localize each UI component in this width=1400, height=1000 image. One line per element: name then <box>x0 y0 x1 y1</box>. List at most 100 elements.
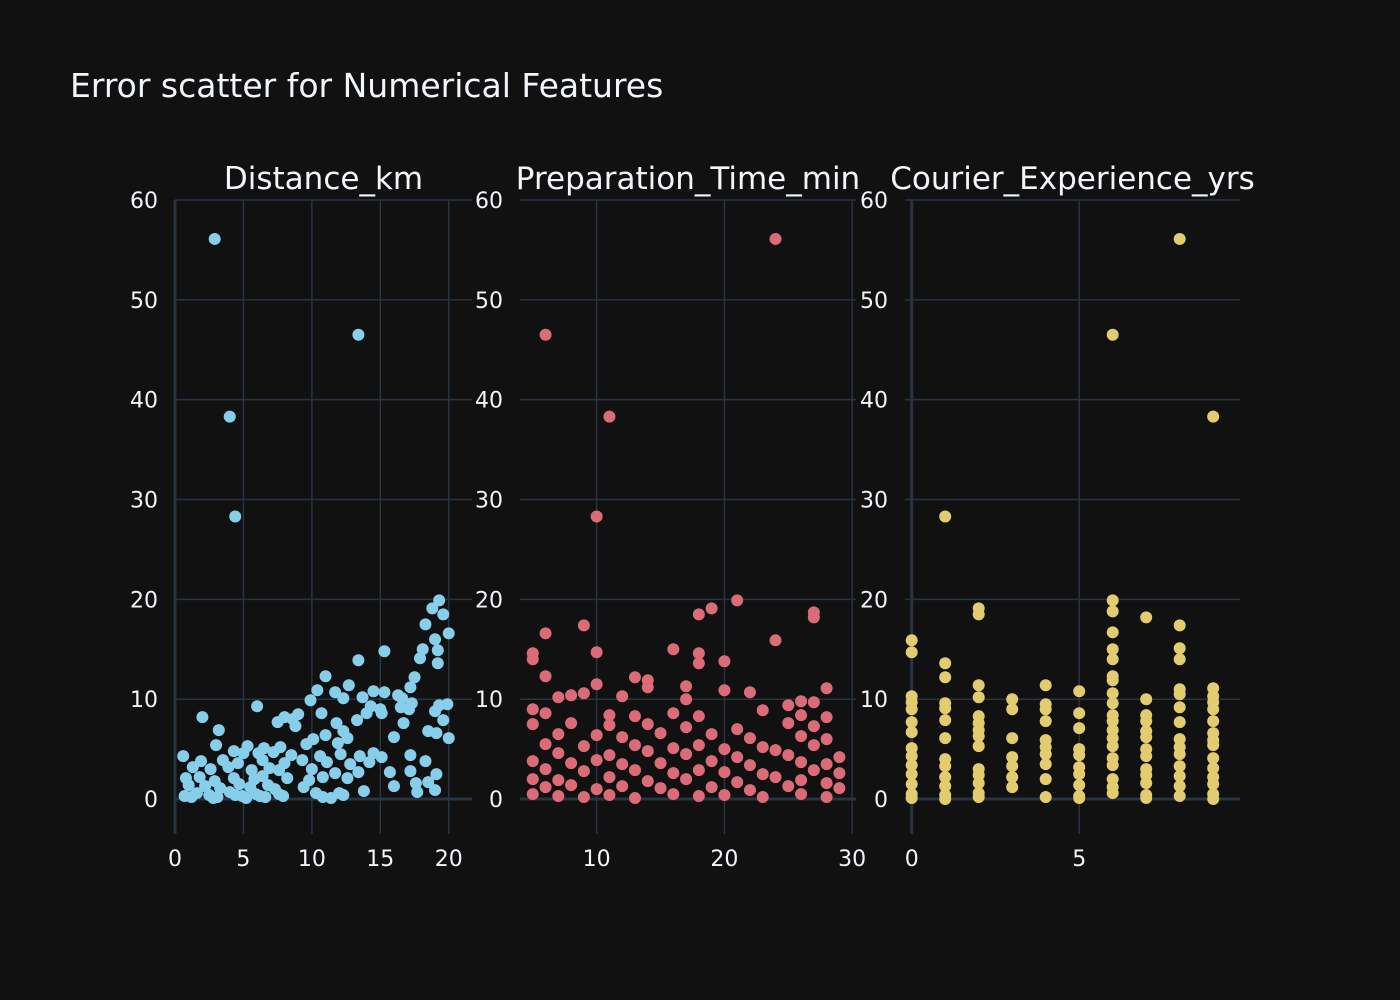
scatter-point <box>305 763 318 776</box>
scatter-point <box>769 771 782 784</box>
scatter-point <box>692 608 705 621</box>
scatter-point <box>1173 716 1186 729</box>
scatter-point <box>240 792 253 805</box>
scatter-point <box>319 670 332 683</box>
scatter-point <box>1073 792 1086 805</box>
scatter-point <box>375 707 388 720</box>
scatter-point <box>1106 594 1119 607</box>
y-tick-label: 10 <box>860 688 888 713</box>
scatter-point <box>1173 748 1186 761</box>
scatter-point <box>705 728 718 741</box>
scatter-point <box>1106 787 1119 800</box>
scatter-point <box>905 703 918 716</box>
scatter-point <box>577 619 590 632</box>
scatter-point <box>256 770 269 783</box>
x-tick-label: 10 <box>298 847 326 872</box>
scatter-point <box>1173 688 1186 701</box>
scatter-point <box>795 756 808 769</box>
scatter-point <box>1106 643 1119 656</box>
scatter-point <box>972 791 985 804</box>
scatter-point <box>344 758 357 771</box>
scatter-point <box>387 731 400 744</box>
scatter-point <box>718 655 731 668</box>
scatter-point <box>1207 739 1220 752</box>
scatter-point <box>972 679 985 692</box>
scatter-point <box>397 717 410 730</box>
scatter-point <box>590 783 603 796</box>
scatter-point <box>341 772 354 785</box>
scatter-point <box>820 733 833 746</box>
x-tick-label: 0 <box>168 847 182 872</box>
y-tick-label: 60 <box>475 189 503 214</box>
scatter-point <box>769 744 782 757</box>
y-tick-label: 0 <box>489 788 503 813</box>
scatter-point <box>1207 762 1220 775</box>
scatter-point <box>233 778 246 791</box>
scatter-point <box>208 232 221 245</box>
scatter-point <box>300 738 313 751</box>
scatter-point <box>667 707 680 720</box>
x-tick-label: 15 <box>366 847 394 872</box>
scatter-point <box>705 755 718 768</box>
scatter-point <box>337 692 350 705</box>
scatter-point <box>378 686 391 699</box>
scatter-point <box>403 703 416 716</box>
scatter-point <box>616 731 629 744</box>
scatter-point <box>433 594 446 607</box>
scatter-point <box>1140 777 1153 790</box>
scatter-point <box>590 678 603 691</box>
scatter-point <box>972 730 985 743</box>
scatter-point <box>731 723 744 736</box>
scatter-point <box>539 763 552 776</box>
scatter-point <box>342 679 355 692</box>
scatter-point <box>972 608 985 621</box>
scatter-point <box>590 510 603 523</box>
scatter-point <box>782 699 795 712</box>
scatter-point <box>1140 792 1153 805</box>
y-tick-label: 40 <box>130 389 158 414</box>
scatter-point <box>577 740 590 753</box>
subplot-title: Distance_km <box>224 161 423 197</box>
scatter-point <box>939 732 952 745</box>
scatter-point <box>429 784 442 797</box>
scatter-point <box>1039 703 1052 716</box>
scatter-point <box>437 714 450 727</box>
scatter-point <box>431 657 444 670</box>
scatter-point <box>743 732 756 745</box>
scatter-point <box>603 789 616 802</box>
scatter-point <box>1039 773 1052 786</box>
x-tick-label: 10 <box>583 847 611 872</box>
scatter-point <box>297 781 310 794</box>
scatter-point <box>565 689 578 702</box>
y-tick-label: 0 <box>874 788 888 813</box>
scatter-point <box>565 757 578 770</box>
scatter-point <box>1207 703 1220 716</box>
scatter-point <box>820 758 833 771</box>
scatter-point <box>526 703 539 716</box>
scatter-point <box>939 702 952 715</box>
scatter-point <box>905 634 918 647</box>
scatter-point <box>905 759 918 772</box>
scatter-point <box>430 727 443 740</box>
y-tick-label: 0 <box>144 788 158 813</box>
scatter-point <box>1073 722 1086 735</box>
scatter-point <box>795 774 808 787</box>
scatter-point <box>705 781 718 794</box>
y-tick-label: 40 <box>860 389 888 414</box>
scatter-point <box>375 751 388 764</box>
scatter-point <box>1173 780 1186 793</box>
scatter-point <box>743 784 756 797</box>
scatter-point <box>1106 653 1119 666</box>
scatter-point <box>331 737 344 750</box>
scatter-point <box>616 780 629 793</box>
scatter-point <box>833 751 846 764</box>
scatter-point <box>182 779 195 792</box>
scatter-point <box>552 728 565 741</box>
scatter-point <box>442 732 455 745</box>
scatter-point <box>705 602 718 615</box>
y-tick-label: 60 <box>130 189 158 214</box>
scatter-point <box>311 684 324 697</box>
scatter-point <box>603 410 616 423</box>
scatter-point <box>319 729 332 742</box>
scatter-point <box>539 328 552 341</box>
